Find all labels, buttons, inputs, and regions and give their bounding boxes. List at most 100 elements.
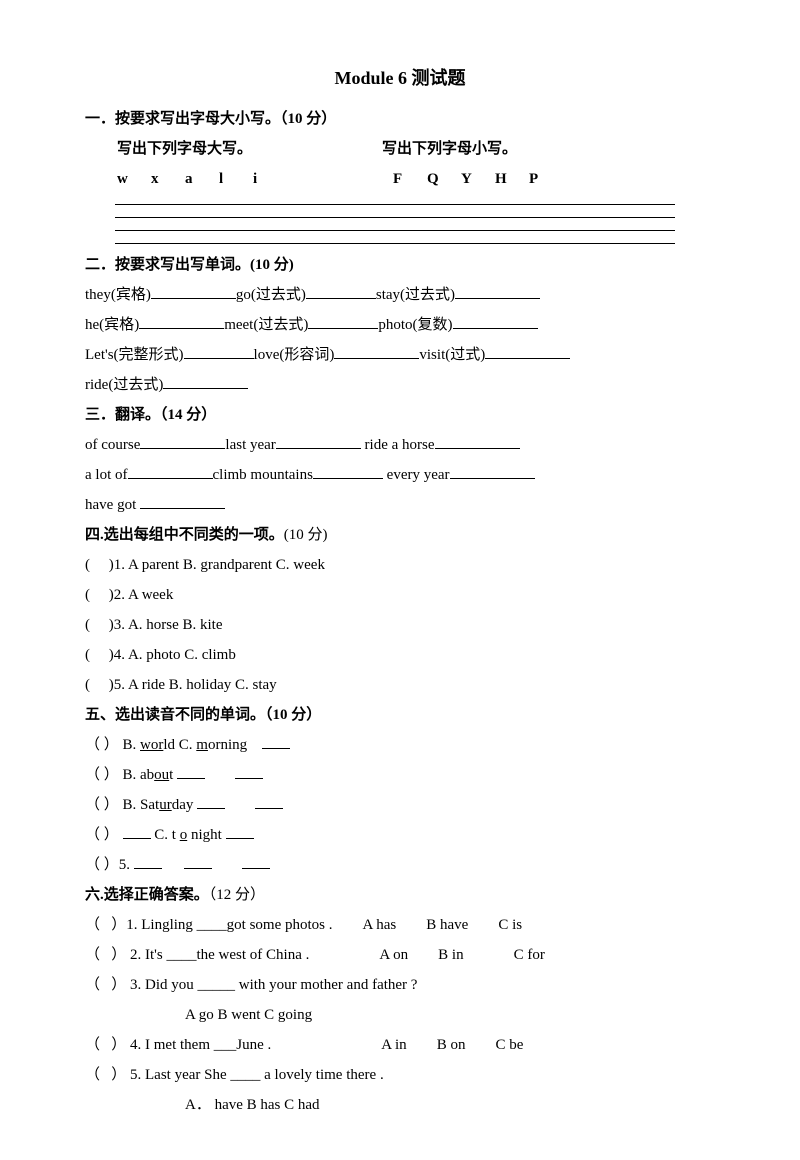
letter-w: w bbox=[117, 164, 151, 194]
answer-paren[interactable]: ( ) bbox=[85, 550, 114, 580]
answer-paren[interactable]: （ ） bbox=[85, 940, 126, 970]
answer-blank[interactable] bbox=[453, 314, 538, 329]
answer-blank[interactable] bbox=[334, 344, 419, 359]
s2-item: go bbox=[236, 287, 251, 303]
answer-paren[interactable]: ( ) bbox=[85, 610, 114, 640]
answer-blank[interactable] bbox=[313, 464, 383, 479]
answer-blank[interactable] bbox=[140, 434, 225, 449]
s6-item: （ ）1. Lingling ____got some photos .A ha… bbox=[85, 910, 715, 940]
letter-l: l bbox=[219, 164, 253, 194]
letter-Y: Y bbox=[461, 164, 495, 194]
letter-H: H bbox=[495, 164, 529, 194]
page-title: Module 6 测试题 bbox=[85, 60, 715, 96]
s6-item: （ ） 4. I met them ___June .A inB onC be bbox=[85, 1030, 715, 1060]
s6-item: （ ） 3. Did you _____ with your mother an… bbox=[85, 970, 715, 1000]
section-6-heading-row: 六.选择正确答案。（12 分） bbox=[85, 880, 715, 910]
letter-i: i bbox=[253, 164, 287, 194]
answer-blank[interactable] bbox=[140, 494, 225, 509]
s3-phrase: a lot of bbox=[85, 467, 128, 483]
answer-blank[interactable] bbox=[485, 344, 570, 359]
s4-item: ( )5. A ride B. holiday C. stay bbox=[85, 670, 715, 700]
s3-phrase: climb mountains bbox=[213, 467, 313, 483]
answer-blank[interactable] bbox=[184, 344, 254, 359]
answer-blank[interactable] bbox=[435, 434, 520, 449]
s4-options: A ride B. holiday C. stay bbox=[128, 677, 277, 693]
answer-blank[interactable] bbox=[123, 824, 151, 839]
section-1-sublabels: 写出下列字母大写。写出下列字母小写。 bbox=[85, 134, 715, 164]
answer-blank[interactable] bbox=[450, 464, 535, 479]
s2-item: they bbox=[85, 287, 111, 303]
answer-paren[interactable]: （ ） bbox=[85, 970, 126, 1000]
writing-line[interactable] bbox=[115, 211, 675, 218]
s6-stem-2: It's ____the west of China . bbox=[145, 947, 309, 963]
s2-item: love bbox=[254, 347, 280, 363]
s6-opt: C be bbox=[495, 1037, 523, 1053]
s3-line-1: of courselast year ride a horse bbox=[85, 430, 715, 460]
answer-blank[interactable] bbox=[151, 284, 236, 299]
section-4-points: (10 分) bbox=[284, 527, 328, 543]
s5-item: （ ） B. world C. morning bbox=[85, 730, 715, 760]
s2-line-2: he(宾格)meet(过去式)photo(复数) bbox=[85, 310, 715, 340]
worksheet-page: Module 6 测试题 一．按要求写出字母大小写。（10 分） 写出下列字母大… bbox=[0, 0, 800, 1160]
s2-item: visit bbox=[419, 347, 445, 363]
answer-blank[interactable] bbox=[276, 434, 361, 449]
answer-blank[interactable] bbox=[455, 284, 540, 299]
s6-item: （ ） 2. It's ____the west of China .A onB… bbox=[85, 940, 715, 970]
answer-blank[interactable] bbox=[184, 854, 212, 869]
answer-blank[interactable] bbox=[235, 764, 263, 779]
s3-phrase: every year bbox=[387, 467, 450, 483]
writing-lines[interactable] bbox=[115, 198, 715, 244]
s2-item: he bbox=[85, 317, 99, 333]
section-6-heading: 六.选择正确答案。 bbox=[85, 887, 209, 903]
answer-blank[interactable] bbox=[306, 284, 376, 299]
writing-line[interactable] bbox=[115, 198, 675, 205]
section-6-points: （12 分） bbox=[209, 887, 265, 903]
answer-blank[interactable] bbox=[242, 854, 270, 869]
writing-line[interactable] bbox=[115, 224, 675, 231]
answer-blank[interactable] bbox=[262, 734, 290, 749]
answer-blank[interactable] bbox=[255, 794, 283, 809]
answer-blank[interactable] bbox=[134, 854, 162, 869]
writing-line[interactable] bbox=[115, 237, 675, 244]
s6-opt: C is bbox=[498, 917, 522, 933]
s2-line-3: Let's(完整形式)love(形容词)visit(过式) bbox=[85, 340, 715, 370]
s6-stem-4: I met them ___June . bbox=[145, 1037, 271, 1053]
letter-x: x bbox=[151, 164, 185, 194]
answer-paren[interactable]: （ ） bbox=[85, 1060, 126, 1090]
s3-phrase: last year bbox=[225, 437, 275, 453]
s3-phrase: ride a horse bbox=[365, 437, 435, 453]
letter-P: P bbox=[529, 164, 563, 194]
s6-options-line: A． have B has C had bbox=[85, 1090, 715, 1120]
s3-line-2: a lot of climb mountains every year bbox=[85, 460, 715, 490]
answer-blank[interactable] bbox=[163, 374, 248, 389]
s2-item: photo bbox=[378, 317, 412, 333]
letter-F: F bbox=[393, 164, 427, 194]
answer-blank[interactable] bbox=[139, 314, 224, 329]
s2-line-4: ride(过去式) bbox=[85, 370, 715, 400]
answer-blank[interactable] bbox=[128, 464, 213, 479]
s3-line-3: have got bbox=[85, 490, 715, 520]
section-1-heading: 一．按要求写出字母大小写。（10 分） bbox=[85, 104, 715, 134]
s3-phrase: have got bbox=[85, 497, 136, 513]
s6-opt: B in bbox=[438, 947, 463, 963]
answer-blank[interactable] bbox=[226, 824, 254, 839]
answer-paren[interactable]: ( ) bbox=[85, 640, 114, 670]
answer-blank[interactable] bbox=[197, 794, 225, 809]
s5-item: （ ）5. bbox=[85, 850, 715, 880]
s6-stem-5: Last year She ____ a lovely time there . bbox=[145, 1067, 384, 1083]
s2-line-1: they(宾格)go(过去式)stay(过去式) bbox=[85, 280, 715, 310]
answer-blank[interactable] bbox=[308, 314, 378, 329]
letter-a: a bbox=[185, 164, 219, 194]
answer-paren[interactable]: ( ) bbox=[85, 670, 114, 700]
answer-paren[interactable]: （ ） bbox=[85, 1030, 126, 1060]
answer-paren[interactable]: （ ） bbox=[85, 910, 126, 940]
s6-opt: C for bbox=[514, 947, 545, 963]
s2-item: ride bbox=[85, 377, 108, 393]
s6-stem-3: Did you _____ with your mother and fathe… bbox=[145, 977, 417, 993]
answer-blank[interactable] bbox=[177, 764, 205, 779]
s4-item: ( )2. A week bbox=[85, 580, 715, 610]
s4-item: ( )4. A. photo C. climb bbox=[85, 640, 715, 670]
s6-options-line: A go B went C going bbox=[85, 1000, 715, 1030]
s4-item: ( )1. A parent B. grandparent C. week bbox=[85, 550, 715, 580]
answer-paren[interactable]: ( ) bbox=[85, 580, 114, 610]
